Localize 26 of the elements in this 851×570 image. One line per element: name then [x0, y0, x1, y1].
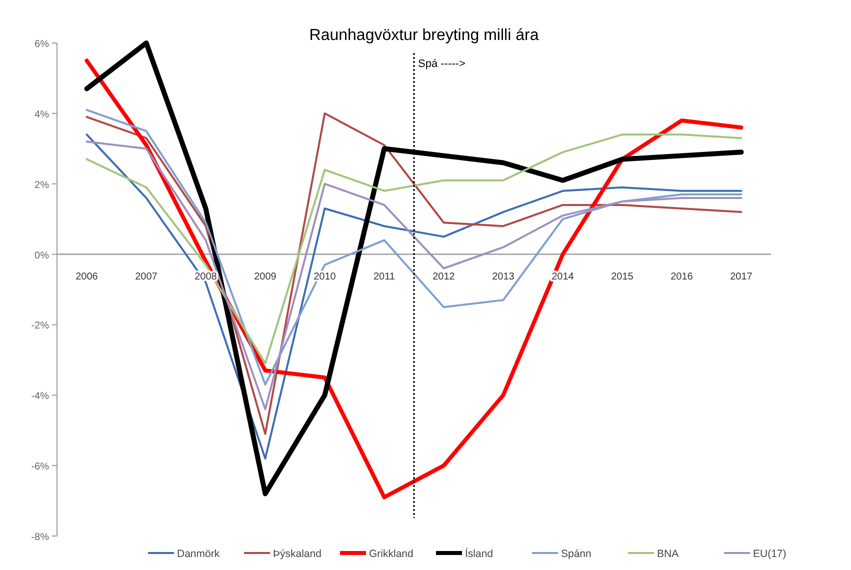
x-tick-label: 2011	[373, 271, 396, 282]
y-tick-label: -6%	[31, 462, 50, 473]
legend-label: Grikkland	[369, 548, 414, 560]
x-tick-label: 2017	[730, 271, 753, 282]
chart-title: Raunhagvöxtur breyting milli ára	[309, 27, 539, 44]
x-tick-label: 2006	[76, 271, 98, 282]
y-tick-label: 0%	[34, 250, 50, 262]
x-tick-label: 2013	[492, 271, 515, 282]
y-tick-label: -2%	[31, 320, 50, 332]
x-tick-label: 2015	[611, 271, 634, 282]
x-tick-label: 2007	[135, 271, 158, 282]
y-tick-label: 4%	[34, 109, 50, 120]
legend-label: Ísland	[465, 547, 494, 560]
y-tick-label: -8%	[31, 532, 50, 543]
legend-label: Spánn	[561, 548, 592, 560]
y-tick-label: 2%	[34, 180, 50, 191]
y-tick-label: -4%	[31, 391, 50, 402]
x-tick-label: 2012	[432, 271, 456, 282]
x-tick-label: 2009	[254, 271, 277, 282]
ref-line-label: Spá ----->	[418, 58, 466, 70]
x-tick-label: 2016	[670, 271, 694, 282]
legend-label: EU(17)	[753, 548, 786, 560]
legend-label: BNA	[657, 548, 679, 560]
y-tick-label: 6%	[34, 39, 50, 50]
legend-label: Þýskaland	[273, 548, 322, 560]
legend-label: Danmörk	[177, 548, 220, 560]
